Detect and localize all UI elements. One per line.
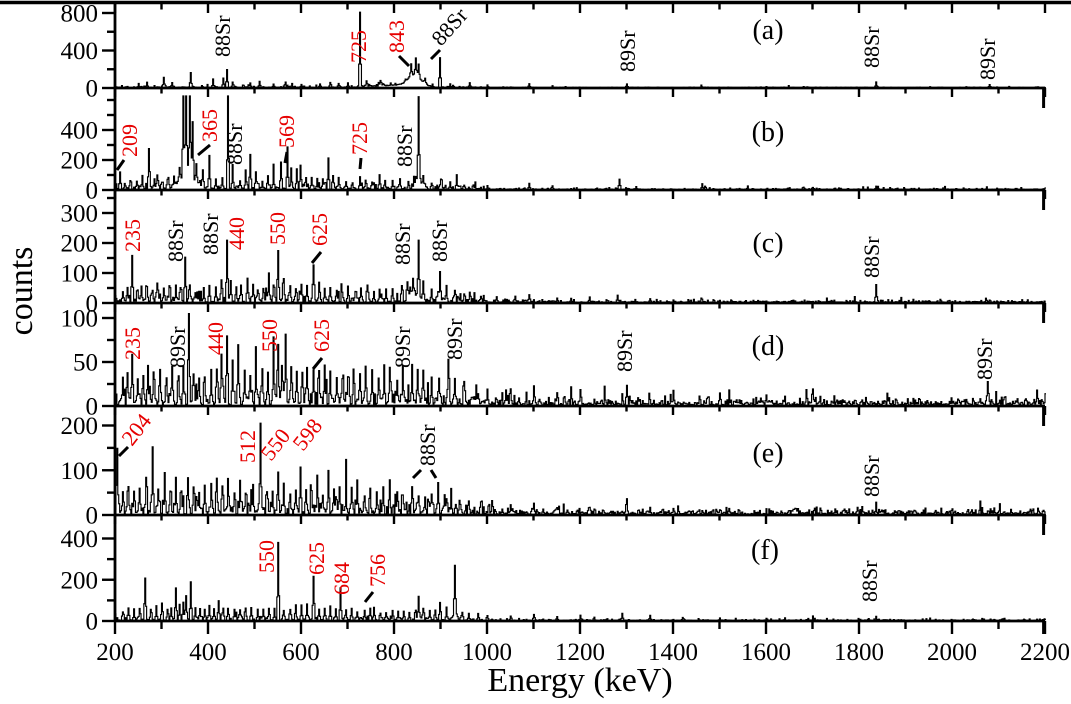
annotation-dash bbox=[397, 54, 411, 68]
y-tick-label: 400 bbox=[61, 38, 99, 65]
panel-b-letter: (b) bbox=[752, 117, 785, 148]
panel-c-peak-label-235: 235 bbox=[120, 219, 145, 252]
panel-c-peak-label-88sr: 88Sr bbox=[859, 236, 884, 278]
y-tick-label: 100 bbox=[61, 458, 99, 485]
panel-f-letter: (f) bbox=[751, 535, 779, 566]
x-tick-label: 1600 bbox=[741, 639, 791, 666]
x-axis-title: Energy (keV) bbox=[487, 662, 673, 699]
panel-e-peak-label-204: 204 bbox=[116, 409, 156, 450]
y-tick-label: 0 bbox=[86, 503, 99, 530]
panel-b-peak-label-209: 209 bbox=[117, 124, 142, 157]
y-tick-label: 50 bbox=[73, 350, 98, 377]
panel-a-peak-label-88sr: 88Sr bbox=[426, 2, 473, 50]
panel-d-spectrum bbox=[115, 312, 1046, 406]
panel-d-peak-label-89sr: 89Sr bbox=[390, 326, 415, 368]
y-tick-label: 0 bbox=[86, 291, 99, 318]
panel-c-peak-label-88sr: 88Sr bbox=[198, 213, 223, 255]
panel-f-peak-label-684: 684 bbox=[329, 562, 354, 595]
y-tick-label: 300 bbox=[61, 201, 99, 228]
annotation-dash bbox=[358, 157, 363, 170]
panel-c-spectrum bbox=[115, 239, 1046, 304]
panel-c-peak-label-88sr: 88Sr bbox=[163, 220, 188, 262]
panel-d-peak-label-89sr: 89Sr bbox=[165, 326, 190, 368]
annotation-dash bbox=[311, 357, 324, 370]
panel-d-peak-label-89sr: 89Sr bbox=[442, 318, 467, 360]
y-tick-label: 200 bbox=[61, 231, 99, 258]
y-tick-label: 0 bbox=[86, 178, 99, 205]
x-tick-label: 400 bbox=[189, 639, 227, 666]
panel-a-peak-label-843: 843 bbox=[384, 20, 409, 53]
x-tick-label: 200 bbox=[96, 639, 134, 666]
panel-b-peak-label-88sr: 88Sr bbox=[222, 123, 247, 165]
panel-a-peak-label-88sr: 88Sr bbox=[859, 26, 884, 68]
panel-b-peak-label-569: 569 bbox=[274, 115, 299, 148]
panel-a-peak-label-88sr: 88Sr bbox=[210, 15, 235, 57]
panel-c-letter: (c) bbox=[752, 228, 783, 259]
y-tick-label: 400 bbox=[61, 526, 99, 553]
annotation-dash bbox=[363, 591, 375, 603]
y-tick-label: 0 bbox=[86, 609, 99, 636]
x-tick-label: 2200 bbox=[1020, 639, 1070, 666]
y-tick-label: 100 bbox=[61, 306, 99, 333]
annotation-dash bbox=[117, 445, 130, 458]
panel-d-peak-label-89sr: 89Sr bbox=[612, 330, 637, 372]
x-tick-label: 1800 bbox=[834, 639, 884, 666]
x-tick-label: 2000 bbox=[927, 639, 977, 666]
panel-e-peak-label-88sr: 88Sr bbox=[415, 424, 440, 466]
y-tick-label: 200 bbox=[61, 567, 99, 594]
y-tick-label: 200 bbox=[61, 148, 99, 175]
annotation-dash bbox=[429, 48, 442, 61]
x-tick-label: 800 bbox=[375, 639, 413, 666]
y-tick-label: 400 bbox=[61, 118, 99, 145]
x-tick-label: 1000 bbox=[462, 639, 512, 666]
panel-f-spectrum bbox=[115, 541, 1046, 622]
y-tick-label: 0 bbox=[86, 76, 99, 103]
panel-a-peak-label-89sr: 89Sr bbox=[615, 30, 640, 72]
y-tick-label: 200 bbox=[61, 413, 99, 440]
annotation-dash bbox=[197, 143, 211, 157]
panel-f-peak-label-625: 625 bbox=[304, 542, 329, 575]
panel-a-peak-label-89sr: 89Sr bbox=[975, 38, 1000, 80]
panel-e-peak-label-88sr: 88Sr bbox=[859, 455, 884, 497]
x-tick-label: 1400 bbox=[648, 639, 698, 666]
panel-b-peak-label-88sr: 88Sr bbox=[392, 125, 417, 167]
panel-d-peak-label-89sr: 89Sr bbox=[972, 338, 997, 380]
annotation-dash bbox=[411, 468, 423, 480]
panel-c-peak-label-550: 550 bbox=[265, 212, 290, 245]
panel-d-peak-label-625: 625 bbox=[309, 319, 334, 352]
y-tick-label: 100 bbox=[61, 261, 99, 288]
panel-b-spectrum bbox=[115, 95, 1046, 191]
annotation-dash bbox=[429, 469, 438, 479]
panel-f-peak-label-756: 756 bbox=[365, 554, 390, 587]
panel-c-peak-label-440: 440 bbox=[224, 217, 249, 250]
panel-a-letter: (a) bbox=[752, 15, 783, 46]
panel-c-peak-label-88sr: 88Sr bbox=[427, 220, 452, 262]
y-tick-label: 800 bbox=[61, 1, 99, 28]
panel-a-spectrum bbox=[115, 11, 1046, 89]
panel-f-peak-label-88sr: 88Sr bbox=[857, 560, 882, 602]
panel-c-peak-label-88sr: 88Sr bbox=[390, 223, 415, 265]
panel-e-peak-label-598: 598 bbox=[287, 414, 327, 455]
panel-d-letter: (d) bbox=[752, 331, 785, 362]
panel-f-peak-label-550: 550 bbox=[254, 540, 279, 573]
panel-e-letter: (e) bbox=[752, 438, 783, 469]
panel-e-spectrum bbox=[115, 422, 1046, 516]
panel-d-peak-label-235: 235 bbox=[120, 327, 145, 360]
x-tick-label: 1200 bbox=[555, 639, 605, 666]
x-tick-label: 600 bbox=[282, 639, 320, 666]
annotation-dash bbox=[115, 159, 126, 171]
annotation-dash bbox=[283, 151, 289, 164]
y-tick-label: 0 bbox=[86, 394, 99, 421]
panel-b-peak-label-365: 365 bbox=[197, 109, 222, 142]
panel-c-peak-label-625: 625 bbox=[307, 213, 332, 246]
panel-b-peak-label-725: 725 bbox=[347, 122, 372, 155]
panel-a-peak-label-725: 725 bbox=[346, 30, 371, 63]
panel-e-peak-label-512: 512 bbox=[235, 430, 260, 463]
panel-d-peak-label-550: 550 bbox=[257, 319, 282, 352]
panel-d-peak-label-440: 440 bbox=[203, 322, 228, 355]
annotation-dash bbox=[310, 251, 323, 264]
y-axis-title: counts bbox=[3, 246, 40, 336]
